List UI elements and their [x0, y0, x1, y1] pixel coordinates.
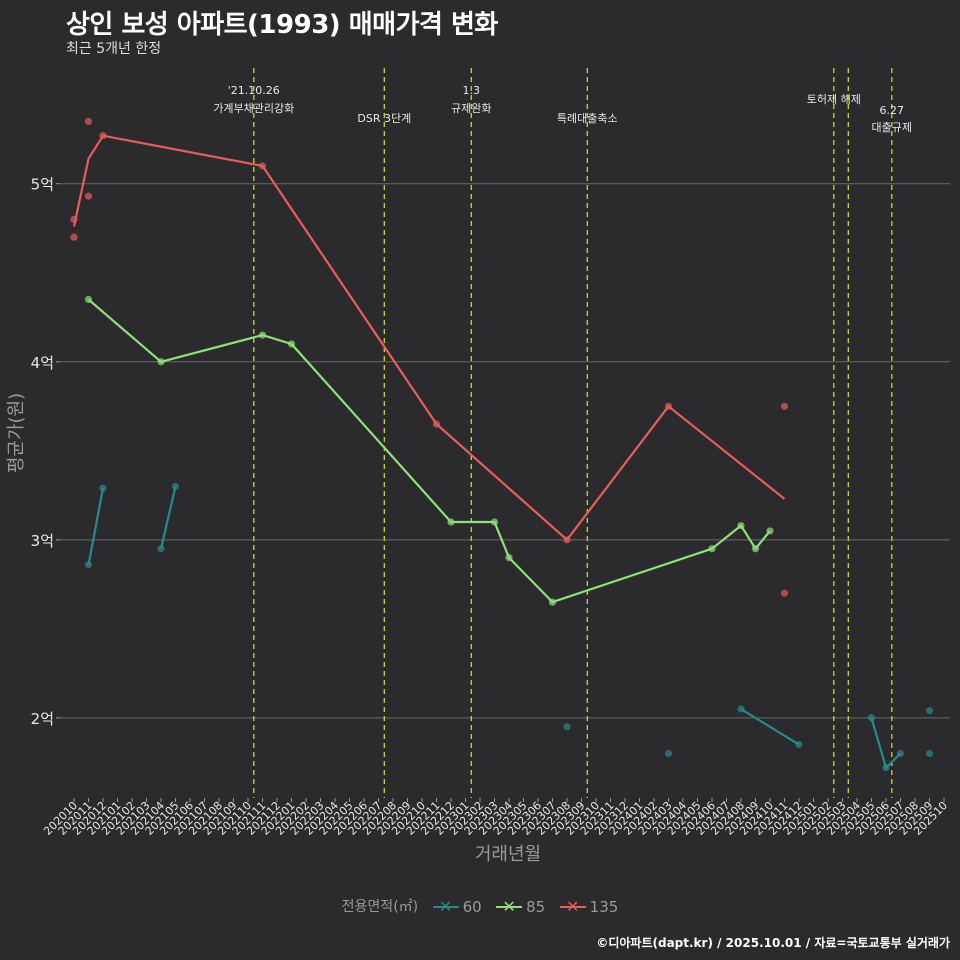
x-axis-label: 거래년월 — [475, 844, 541, 865]
event-name-label: 대출규제 — [872, 121, 912, 134]
data-point-85 — [751, 545, 760, 553]
data-point-135 — [70, 215, 78, 223]
legend-key-135: ✕ — [559, 897, 586, 916]
data-point-85 — [447, 518, 455, 526]
legend-item-60: ✕ 60 — [432, 897, 482, 916]
data-point-135 — [780, 589, 789, 597]
legend: 전용면적(㎡) ✕ 60 ✕ 85 ✕ 135 — [0, 896, 960, 916]
y-tick-label: 4억 — [31, 354, 54, 372]
y-tick-label: 5억 — [31, 176, 54, 194]
event-name-label: 토허제 해제 — [807, 92, 861, 106]
y-tick-label: 3억 — [31, 532, 54, 550]
y-axis-label: 평균가(원) — [6, 393, 27, 473]
data-point-60 — [664, 749, 673, 758]
legend-label-85: 85 — [526, 898, 546, 916]
data-point-60 — [157, 545, 165, 553]
data-point-85 — [258, 331, 267, 339]
data-point-135 — [780, 402, 789, 410]
data-point-135 — [84, 192, 93, 200]
data-point-135 — [99, 132, 107, 140]
data-point-60 — [737, 705, 745, 713]
data-point-85 — [490, 518, 499, 526]
legend-key-60: ✕ — [432, 897, 459, 916]
series-line-85 — [87, 298, 771, 604]
data-point-85 — [287, 340, 296, 348]
grid-lines — [60, 183, 950, 719]
legend-key-85: ✕ — [496, 897, 523, 916]
data-point-135 — [664, 402, 673, 410]
event-name-label: 규제완화 — [451, 102, 491, 115]
data-point-135 — [432, 420, 441, 428]
event-date-label: 6.27 — [880, 104, 905, 117]
data-point-85 — [84, 295, 93, 304]
data-point-60 — [171, 482, 180, 491]
series-line-135 — [72, 134, 786, 541]
event-name-label: 특례대출축소 — [557, 112, 618, 125]
data-point-60 — [925, 707, 934, 715]
data-point-60 — [84, 561, 93, 569]
series-line-60 — [87, 487, 105, 566]
series-lines — [72, 134, 902, 769]
data-point-135 — [84, 117, 93, 126]
legend-item-135: ✕ 135 — [559, 897, 619, 916]
chart-subtitle: 최근 5개년 한정 — [66, 41, 162, 57]
data-point-60 — [563, 723, 571, 731]
data-point-85 — [505, 554, 513, 562]
data-point-60 — [867, 714, 876, 722]
series-line-60 — [740, 708, 800, 746]
data-point-85 — [766, 527, 774, 535]
axes: 2억3억4억5억평균가(원)20201020201120201220210120… — [6, 176, 950, 865]
series-line-60 — [870, 717, 902, 769]
data-point-135 — [563, 536, 571, 544]
source-caption: ©디아파트(dapt.kr) / 2025.10.01 / 자료=국토교통부 실… — [596, 936, 950, 950]
data-point-60 — [925, 749, 934, 758]
data-point-85 — [548, 598, 557, 606]
data-point-85 — [737, 521, 745, 530]
legend-item-85: ✕ 85 — [496, 897, 546, 916]
event-name-label: DSR 3단계 — [357, 112, 411, 125]
event-date-label: 1.3 — [463, 84, 481, 97]
legend-label-60: 60 — [462, 898, 482, 916]
event-name-label: 가계부채관리강화 — [213, 102, 294, 115]
legend-label-135: 135 — [589, 898, 619, 916]
data-point-85 — [708, 545, 716, 553]
chart-title: 상인 보성 아파트(1993) 매매가격 변화 — [66, 10, 498, 40]
y-tick-label: 2억 — [31, 710, 54, 728]
data-point-135 — [258, 162, 267, 170]
data-point-60 — [896, 749, 905, 758]
data-point-60 — [795, 740, 803, 749]
data-point-135 — [70, 233, 78, 241]
series-line-60 — [159, 486, 177, 549]
legend-title: 전용면적(㎡) — [341, 899, 419, 915]
data-point-85 — [157, 358, 165, 366]
data-points — [70, 117, 934, 772]
data-point-60 — [882, 764, 890, 772]
data-point-60 — [99, 484, 107, 492]
event-date-label: '21.10.26 — [228, 84, 280, 97]
